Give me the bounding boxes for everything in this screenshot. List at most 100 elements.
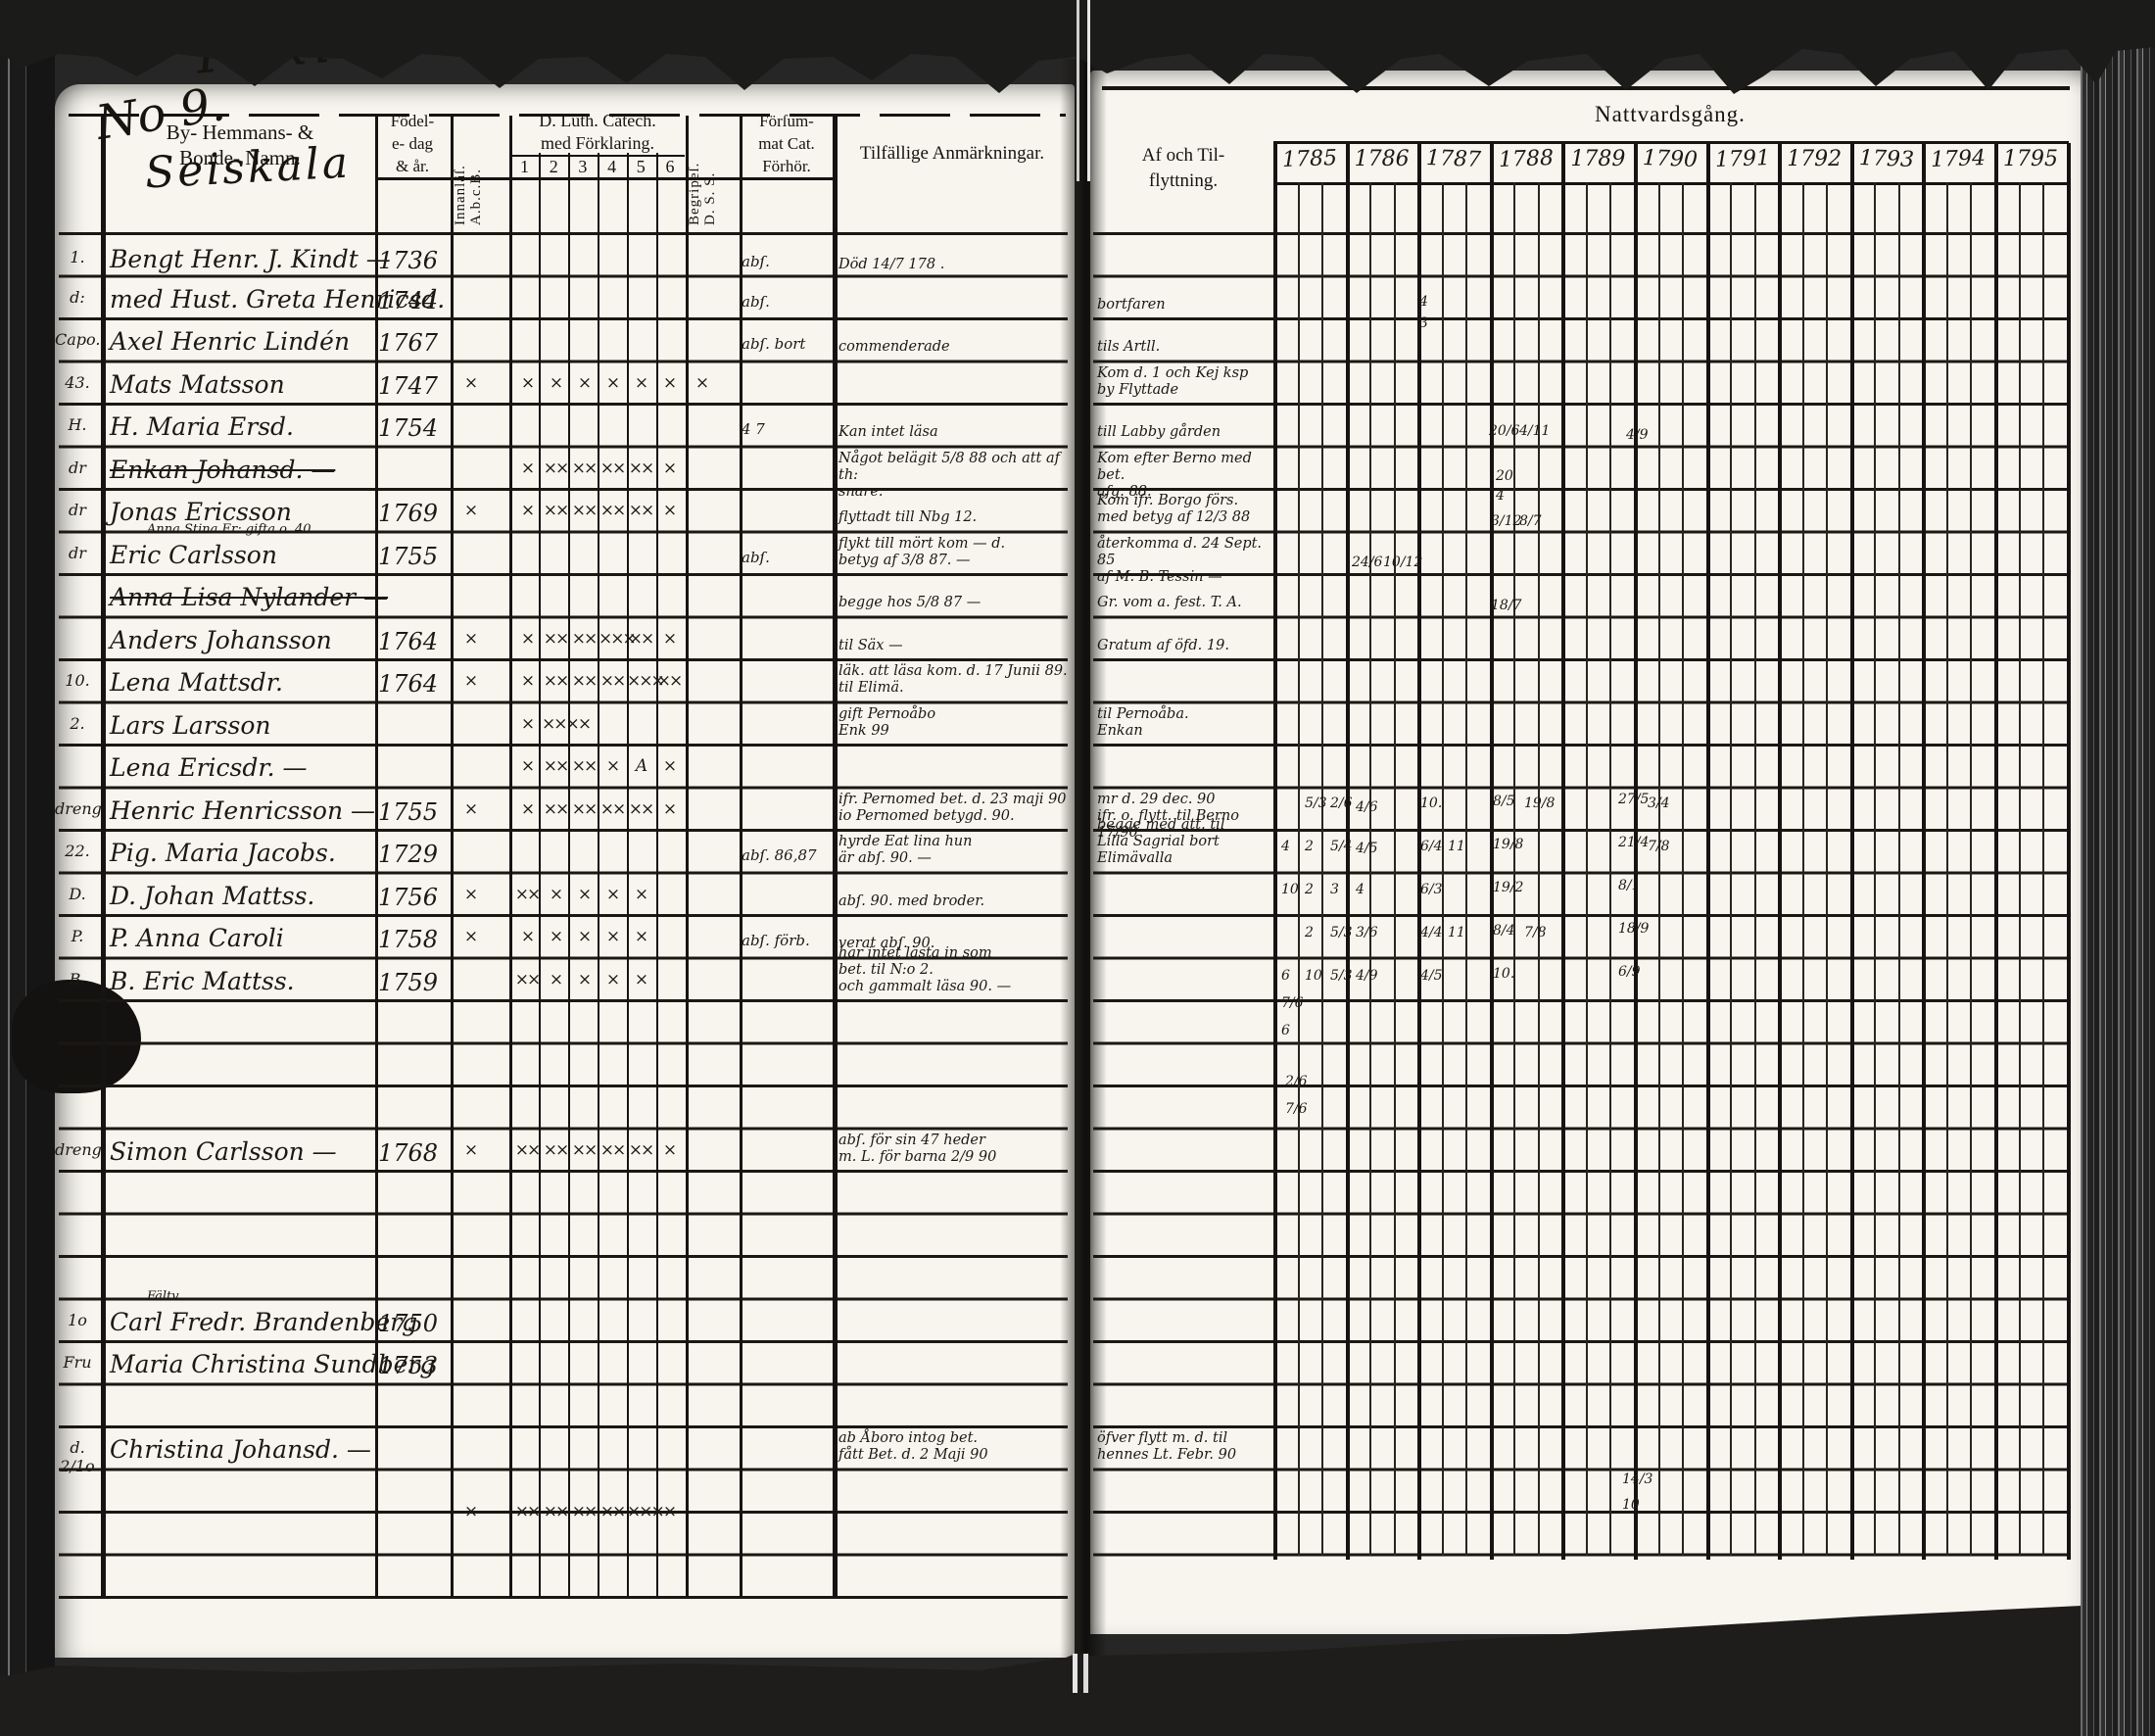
row-flytt-note: Kom efter Berno med bet. afg. 88. — [1097, 451, 1252, 500]
communion-date-mark: 3/4 — [1648, 796, 1670, 811]
row-catechism-mark: × — [549, 373, 563, 393]
communion-date-mark: 10 — [1622, 1497, 1640, 1513]
row-catechism-mark: × — [549, 885, 563, 904]
scan-edge-left — [0, 0, 55, 1736]
row-lines-right — [1093, 232, 2067, 1557]
row-person-name: Henric Henricsson — — [110, 796, 375, 825]
row-birth-year: 1759 — [378, 969, 439, 996]
row-person-name: Lena Mattsdr. — [110, 668, 283, 697]
row-catechism-mark: × — [520, 799, 535, 819]
row-person-name: med Hust. Greta Henricsd. — [110, 285, 446, 313]
row-birth-year: 1736 — [378, 247, 439, 274]
row-person-name: P. Anna Caroli — [110, 924, 284, 952]
table-vline-catechism — [627, 153, 629, 1597]
row-subnote: Fältv. — [147, 1289, 182, 1304]
table-vline-sub — [1585, 182, 1588, 1556]
row-margin-note: 1. — [70, 248, 85, 266]
table-vline-yeargroup — [1994, 143, 1998, 1560]
col-header-dss: Begripeſ. D. S. S. — [687, 162, 718, 225]
row-catechism-mark: × — [577, 970, 592, 989]
table-vline-sub — [1826, 182, 1829, 1556]
row-remark: flykt till mört kom — d. betyg af 3/8 87… — [838, 536, 1006, 568]
row-catechism-mark: × — [605, 927, 620, 946]
table-vline-sub — [1537, 182, 1540, 1556]
wood-edge-right — [2081, 0, 2155, 1736]
row-flytt-note: mr d. 29 dec. 90 ifr. o. flytt. til Bern… — [1097, 792, 1239, 841]
row-catechism-mark: ×× — [628, 629, 655, 649]
row-catechism-mark: ×× — [571, 799, 599, 819]
row-person-name: Simon Carlsson — — [110, 1137, 337, 1166]
table-vline-catechism — [656, 153, 658, 1597]
table-vline-sub — [1801, 182, 1804, 1556]
communion-year-label: 1787 — [1425, 146, 1482, 172]
communion-date-mark: 4/6 — [1356, 799, 1378, 815]
row-catechism-mark: ×× — [599, 671, 627, 691]
row-catechism-mark: × — [463, 885, 478, 904]
table-vline-left — [833, 116, 838, 1597]
row-person-name: Mats Matsson — [110, 370, 285, 399]
communion-date-mark: 6 — [1281, 1023, 1290, 1038]
row-catechism-mark: × — [634, 970, 648, 989]
row-flytt-note: Kom ifr. Borgo förs. med betyg af 12/3 8… — [1097, 493, 1251, 525]
row-margin-note: 43. — [65, 373, 90, 392]
row-catechism-mark: ×× — [543, 1502, 570, 1521]
row-catechism-mark: ×× — [628, 501, 655, 520]
communion-date-mark: 19/8 — [1524, 796, 1556, 811]
row-forhor-note: abſ. — [742, 293, 770, 311]
row-birth-year: 1756 — [378, 884, 439, 911]
table-vline-sub — [1874, 182, 1877, 1556]
communion-date-mark: 5/3 — [1330, 925, 1353, 940]
col-header-remarks: Tilfällige Anmärkningar. — [859, 143, 1045, 164]
row-birth-year: 1755 — [378, 798, 439, 826]
communion-date-mark: 10. — [1493, 966, 1515, 982]
row-catechism-mark: ×× — [514, 1502, 542, 1521]
year-row-underline — [1273, 182, 2069, 185]
communion-year-label: 1790 — [1642, 146, 1699, 172]
row-catechism-mark: ×× — [628, 1140, 655, 1160]
communion-date-mark: 3/12 — [1491, 513, 1522, 529]
table-vline-sub — [1945, 182, 1948, 1556]
col-header-catechism: D. Luth. Catech. med Förklaring. — [539, 111, 656, 153]
row-catechism-mark: × — [549, 927, 563, 946]
gutter-tick-bottom-2 — [1083, 1654, 1088, 1693]
row-catechism-mark: ×× — [628, 458, 655, 478]
row-catechism-mark: ×× — [571, 1502, 599, 1521]
communion-date-mark: 4/4 — [1420, 925, 1443, 940]
row-forhor-note: abſ. bort — [742, 335, 806, 353]
communion-date-mark: 5/3 — [1305, 796, 1327, 811]
table-vline-sub — [1753, 182, 1756, 1556]
catechism-col-number: 4 — [607, 157, 617, 176]
table-vline-yeargroup — [1489, 143, 1494, 1560]
row-person-name: Jonas Ericsson — [110, 498, 292, 526]
row-flytt-note: Kom d. 1 och Kej ksp by Flyttade — [1097, 365, 1249, 398]
row-birth-year: 1764 — [378, 670, 439, 698]
row-person-name: B. Eric Mattss. — [110, 967, 295, 995]
row-catechism-mark: ×× — [656, 671, 684, 691]
communion-date-mark: 6/9 — [1618, 964, 1641, 980]
row-birth-year: 1744 — [378, 287, 439, 314]
communion-date-mark: 10 — [1281, 882, 1299, 897]
row-catechism-mark: ××× — [627, 671, 665, 691]
communion-date-mark: 8/5 — [1493, 794, 1515, 809]
row-person-name: Axel Henric Lindén — [110, 327, 351, 356]
catechism-col-number: 5 — [636, 157, 646, 176]
row-catechism-mark: × — [577, 927, 592, 946]
communion-date-mark: 4 — [1419, 294, 1428, 310]
row-catechism-mark: × — [662, 756, 677, 776]
row-catechism-mark: ×× — [571, 458, 599, 478]
communion-title-rule — [1273, 141, 2069, 144]
table-vline-catechism — [568, 153, 570, 1597]
row-catechism-mark: ×× — [571, 1140, 599, 1160]
communion-date-mark: 24/6 — [1352, 555, 1383, 570]
communion-year-label: 1793 — [1858, 146, 1915, 172]
table-vline-sub — [1321, 182, 1323, 1556]
communion-date-mark: 27/5 — [1618, 792, 1650, 807]
communion-date-mark: 4 — [1281, 839, 1290, 854]
communion-date-mark: 21/4 — [1618, 835, 1650, 850]
row-margin-note: B. — [69, 970, 86, 989]
communion-date-mark: 4 — [1356, 882, 1365, 897]
communion-date-mark: 7/8 — [1648, 839, 1670, 854]
row-catechism-mark: × — [662, 458, 677, 478]
row-catechism-mark: ×× — [599, 458, 627, 478]
table-vline-catechism — [539, 153, 541, 1597]
